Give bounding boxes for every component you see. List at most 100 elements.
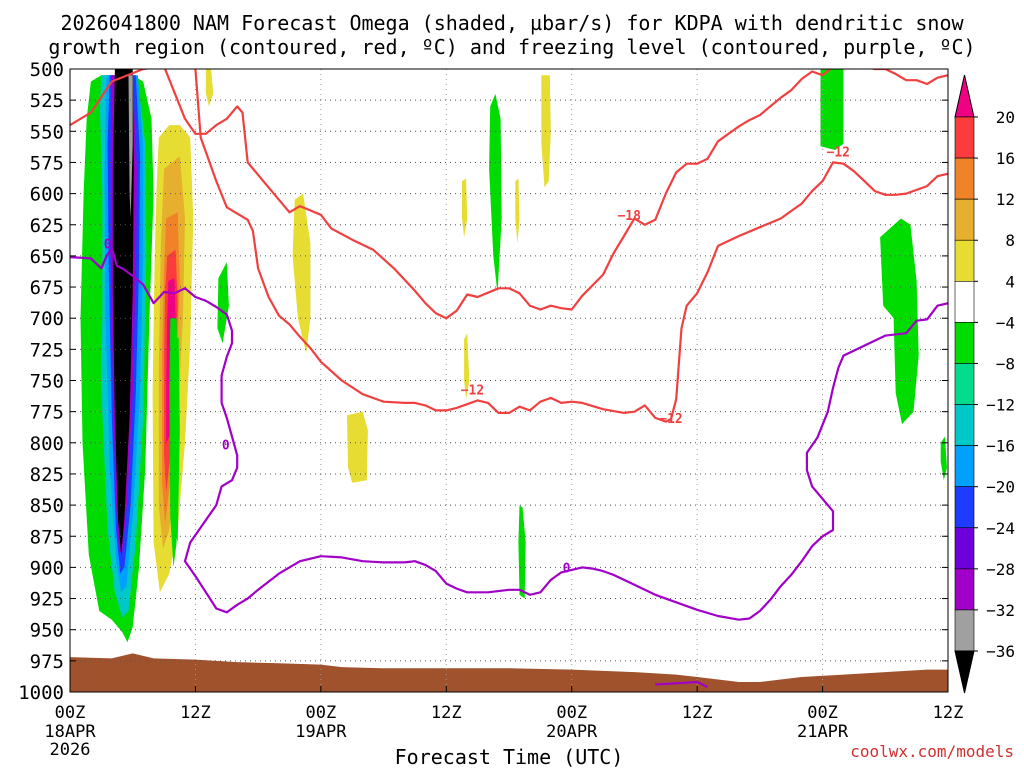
colorbar-label: −16 <box>986 437 1015 456</box>
x-tick-label: 12Z <box>682 703 713 723</box>
colorbar-label: 8 <box>1005 231 1015 250</box>
x-tick-date: 20APR <box>546 722 598 742</box>
colorbar-label: −24 <box>986 519 1015 538</box>
y-tick-label: 525 <box>30 90 64 112</box>
omega-region-yellow-blob-27z <box>347 411 368 483</box>
contour-label: −18 <box>617 209 641 224</box>
omega-shading <box>80 69 947 643</box>
omega-region-green-strip-1 <box>92 87 103 393</box>
contour-lines <box>70 69 948 688</box>
omega-region-green-bottom-43z <box>518 505 526 599</box>
omega-region-yellow-strip-37z <box>462 178 468 238</box>
colorbar-bin <box>954 116 975 159</box>
colorbar-label: 20 <box>996 108 1015 127</box>
colorbar-bin <box>954 322 975 364</box>
colorbar-bin <box>954 568 975 611</box>
x-tick-label: 00Z <box>305 703 336 723</box>
colorbar-label: 16 <box>996 149 1015 168</box>
omega-region-yellow-small-13-5z <box>205 69 214 107</box>
y-tick-label: 925 <box>30 589 64 611</box>
colorbar-label: −20 <box>986 478 1015 497</box>
contour-label: −12 <box>659 412 682 427</box>
colorbar-bin <box>954 486 975 529</box>
contour-label: 0 <box>104 238 112 253</box>
y-tick-label: 800 <box>30 433 64 455</box>
contour-label: −12 <box>827 145 850 160</box>
y-tick-label: 700 <box>30 308 64 330</box>
colorbar-bin <box>954 198 975 241</box>
x-tick-date: 21APR <box>797 722 849 742</box>
omega-region-green-column-70z <box>820 69 844 150</box>
colorbar-bin <box>954 609 975 652</box>
chart-subtitle: growth region (contoured, red, ºC) and f… <box>48 35 975 59</box>
gridlines <box>70 69 948 692</box>
y-tick-label: 825 <box>30 464 64 486</box>
colorbar-label: −8 <box>996 354 1015 373</box>
omega-region-yellow-column-22z <box>292 193 311 354</box>
y-tick-label: 950 <box>30 620 64 642</box>
y-tick-label: 650 <box>30 246 64 268</box>
y-tick-label: 875 <box>30 526 64 548</box>
terrain-layer <box>70 653 948 692</box>
y-tick-label: 750 <box>30 371 64 393</box>
colorbar-bin <box>954 404 975 446</box>
x-tick-label: 12Z <box>180 703 211 723</box>
colorbar-label: −32 <box>986 601 1015 620</box>
contour-0c-freezing-level <box>70 247 948 621</box>
colorbar-label: −12 <box>986 396 1015 415</box>
y-tick-label: 850 <box>30 495 64 517</box>
y-tick-label: 625 <box>30 215 64 237</box>
y-tick-label: 775 <box>30 402 64 424</box>
omega-region-green-small-13z <box>217 262 229 344</box>
colorbar-bin <box>954 281 975 323</box>
colorbar-bin <box>954 157 975 200</box>
y-tick-label: 600 <box>30 184 64 206</box>
y-tick-label: 1000 <box>18 682 64 704</box>
chart-title: 2026041800 NAM Forecast Omega (shaded, µ… <box>60 11 964 35</box>
y-axis: 500 525 550 575 600 625 650 675 700 725 750 775 800 8… <box>18 59 948 704</box>
contour-18c <box>194 69 948 423</box>
y-tick-label: 500 <box>30 59 64 81</box>
omega-region-green-column-80z <box>880 218 919 425</box>
y-tick-label: 725 <box>30 339 64 361</box>
omega-region-green-blob-84z <box>940 436 947 481</box>
y-tick-label: 550 <box>30 121 64 143</box>
contour-label: 0 <box>563 562 571 577</box>
y-tick-label: 675 <box>30 277 64 299</box>
x-tick-label: 12Z <box>933 703 964 723</box>
colorbar-label: −36 <box>986 642 1015 661</box>
x-axis-label: Forecast Time (UTC) <box>395 745 624 768</box>
colorbar-label: −4 <box>996 313 1015 332</box>
contour-label: 0 <box>222 438 230 453</box>
contour-labels: 0 0 0 −12 −12 −18 −12 <box>104 145 850 576</box>
omega-region-omega-gray <box>128 75 133 219</box>
omega-region-yellow-column-45z <box>541 75 551 188</box>
x-tick-year: 2026 <box>50 740 91 760</box>
colorbar-bin <box>954 527 975 570</box>
colorbar-bin <box>954 363 975 405</box>
y-tick-label: 575 <box>30 152 64 174</box>
contour-0c-near-surface <box>655 680 709 688</box>
x-tick-date: 19APR <box>295 722 347 742</box>
omega-region-yellow-thin-43z <box>515 178 520 244</box>
x-tick-label: 12Z <box>431 703 462 723</box>
x-tick-label: 00Z <box>556 703 587 723</box>
x-tick-label: 00Z <box>807 703 838 723</box>
contour-label: −12 <box>461 383 484 398</box>
colorbar-bin <box>954 445 975 487</box>
colorbar-label: 12 <box>996 190 1015 209</box>
credit-text: coolwx.com/models <box>850 742 1014 761</box>
colorbar-arrow-bottom <box>954 650 975 694</box>
contour-12c-dendritic-upper <box>70 69 948 320</box>
colorbar: 20 16 12 8 4 −4 −8 −12 −16 −20 −24 −28 −32 −36 <box>954 74 1015 694</box>
x-tick-date: 18APR <box>44 722 96 742</box>
colorbar-label: 4 <box>1005 272 1015 291</box>
colorbar-label: −28 <box>986 560 1015 579</box>
omega-region-omega-black-core <box>112 69 134 555</box>
y-tick-label: 975 <box>30 651 64 673</box>
y-tick-label: 900 <box>30 557 64 579</box>
omega-region-green-small-10-5z <box>173 336 180 543</box>
terrain-fill <box>70 653 948 692</box>
